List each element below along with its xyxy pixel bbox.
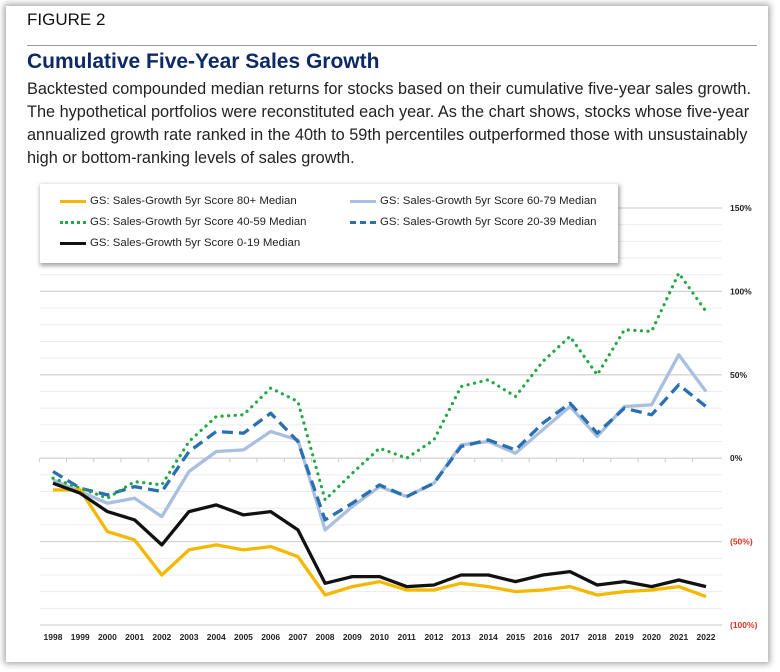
y-tick-label: 0% (730, 453, 743, 463)
figure-frame (6, 6, 768, 662)
legend-swatch (350, 199, 376, 203)
x-tick-label: 2003 (180, 632, 199, 642)
chart-description: Backtested compounded median returns for… (27, 80, 751, 167)
x-tick-label: 2018 (588, 632, 607, 642)
legend-label: GS: Sales-Growth 5yr Score 0-19 Median (90, 237, 301, 249)
divider (27, 45, 757, 46)
x-tick-label: 2022 (697, 632, 716, 642)
legend-swatch (60, 199, 86, 203)
x-tick-label: 2019 (615, 632, 634, 642)
x-tick-label: 1999 (71, 632, 90, 642)
x-tick-label: 2004 (207, 632, 226, 642)
legend-label: GS: Sales-Growth 5yr Score 20-39 Median (380, 216, 597, 228)
series-line (53, 488, 707, 599)
y-tick-label: (50%) (730, 537, 753, 547)
chart-title: Cumulative Five-Year Sales Growth (27, 50, 380, 73)
y-tick-label: 50% (730, 370, 747, 380)
x-tick-label: 2010 (370, 632, 389, 642)
x-tick-label: 2021 (669, 632, 688, 642)
legend-label: GS: Sales-Growth 5yr Score 60-79 Median (380, 195, 597, 207)
x-tick-label: 2002 (152, 632, 171, 642)
series-line (51, 271, 708, 502)
x-tick-label: 2012 (424, 632, 443, 642)
x-tick-label: 2009 (343, 632, 362, 642)
legend-swatch (350, 220, 376, 224)
figure-label: FIGURE 2 (27, 10, 106, 29)
series-line (52, 481, 707, 589)
x-tick-label: 2017 (560, 632, 579, 642)
x-tick-label: 2007 (288, 632, 307, 642)
legend-item: GS: Sales-Growth 5yr Score 40-59 Median (60, 216, 307, 228)
x-tick-label: 2014 (479, 632, 498, 642)
x-tick-label: 2000 (98, 632, 117, 642)
x-tick-label: 2013 (452, 632, 471, 642)
y-tick-label: (100%) (730, 620, 758, 630)
x-tick-label: 2005 (234, 632, 253, 642)
y-tick-label: 100% (730, 286, 752, 296)
x-tick-label: 2006 (261, 632, 280, 642)
legend: GS: Sales-Growth 5yr Score 80+ Median GS… (40, 184, 618, 263)
x-tick-label: 2015 (506, 632, 525, 642)
legend-label: GS: Sales-Growth 5yr Score 80+ Median (90, 195, 297, 207)
legend-swatch (60, 241, 86, 245)
series-line (52, 353, 708, 532)
x-tick-label: 2001 (125, 632, 144, 642)
legend-item: GS: Sales-Growth 5yr Score 60-79 Median (350, 195, 597, 207)
series-line (52, 383, 708, 522)
legend-item: GS: Sales-Growth 5yr Score 80+ Median (60, 195, 297, 207)
x-tick-label: 2020 (642, 632, 661, 642)
x-tick-label: 2008 (316, 632, 335, 642)
x-tick-label: 2016 (533, 632, 552, 642)
legend-swatch (60, 220, 86, 224)
legend-item: GS: Sales-Growth 5yr Score 20-39 Median (350, 216, 597, 228)
y-tick-label: 150% (730, 203, 752, 213)
legend-label: GS: Sales-Growth 5yr Score 40-59 Median (90, 216, 307, 228)
x-tick-label: 2011 (397, 632, 416, 642)
legend-item: GS: Sales-Growth 5yr Score 0-19 Median (60, 237, 300, 249)
x-tick-label: 1998 (44, 632, 63, 642)
